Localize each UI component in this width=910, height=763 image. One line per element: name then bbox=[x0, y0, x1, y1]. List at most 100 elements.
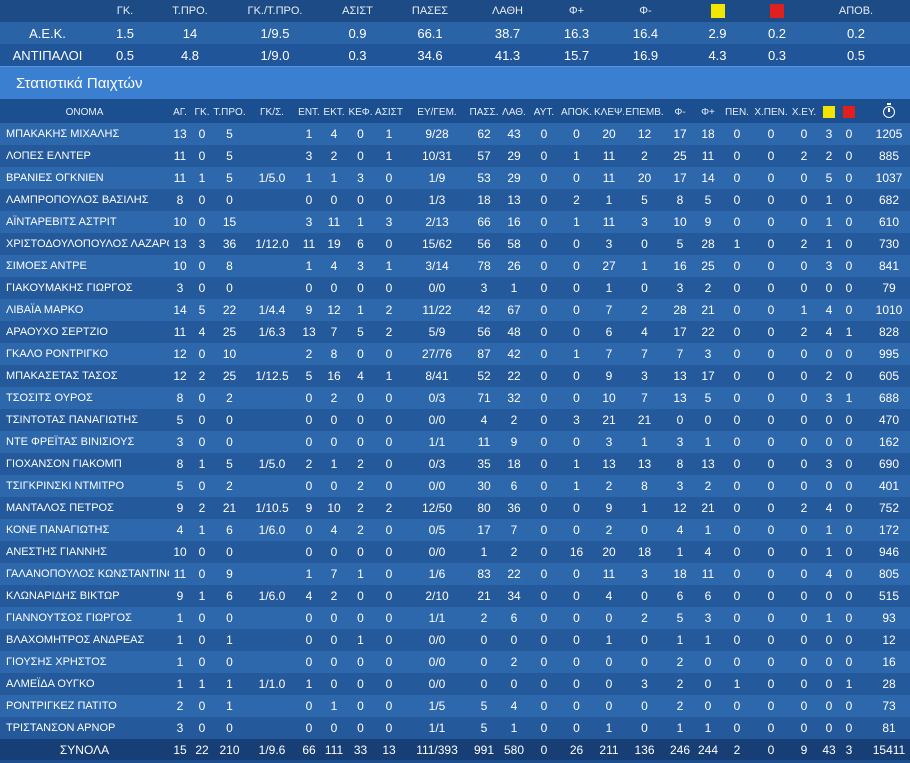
player-name[interactable]: ΑΛΜΕΪΔΑ ΟΥΓΚΟ bbox=[6, 678, 95, 690]
player-name[interactable]: ΛΟΠΕΣ ΕΛΝΤΕΡ bbox=[6, 150, 91, 162]
player-name[interactable]: ΣΙΜΟΕΣ ΑΝΤΡΕ bbox=[6, 260, 87, 272]
stat-cell: 17 bbox=[673, 171, 687, 185]
player-name[interactable]: ΤΣΙΓΚΡΙΝΣΚΙ ΝΤΜΙΤΡΟ bbox=[6, 480, 125, 492]
stat-cell: 0 bbox=[357, 611, 364, 625]
stat-cell: 0 bbox=[733, 413, 741, 427]
player-name[interactable]: ΓΚΑΛΟ ΡΟΝΤΡΙΓΚΟ bbox=[6, 348, 109, 360]
player-name[interactable]: ΜΠΑΚΑΚΗΣ ΜΙΧΑΛΗΣ bbox=[6, 128, 120, 140]
stat-cell: 0 bbox=[845, 721, 853, 735]
matches-header[interactable]: ΑΓ. bbox=[173, 106, 187, 118]
totals-cell: 13 bbox=[382, 742, 396, 757]
minutes-header[interactable] bbox=[859, 101, 910, 123]
table-row[interactable]: ΛΑΜΠΡΟΠΟΥΛΟΣ ΒΑΣΙΛΗΣ 8 0 0 0 0 0 0 1/3 18 13 0 2 1 5 8 5… bbox=[0, 189, 910, 211]
player-name[interactable]: ΓΑΛΑΝΟΠΟΥΛΟΣ ΚΩΝΣΤΑΝΤΙΝΟΣ bbox=[6, 568, 169, 580]
player-name[interactable]: ΡΟΝΤΡΙΓΚΕΖ ΠΑΤΙΤΟ bbox=[6, 700, 117, 712]
player-name[interactable]: ΓΙΑΚΟΥΜΑΚΗΣ ΓΙΩΡΓΟΣ bbox=[6, 282, 133, 294]
fouls-plus-header[interactable]: Φ+ bbox=[701, 106, 715, 118]
table-row[interactable]: ΛΟΠΕΣ ΕΛΝΤΕΡ 11 0 5 3 2 0 1 10/31 57 29 0 1 11 2 25 11 0 0… bbox=[0, 145, 910, 167]
table-row[interactable]: ΜΑΝΤΑΛΟΣ ΠΕΤΡΟΣ 9 2 21 1/10.5 9 10 2 2 12/50 80 36 0… bbox=[0, 497, 910, 519]
passes-header[interactable]: ΠΑΣΣ. bbox=[469, 106, 499, 118]
table-row[interactable]: ΑΛΜΕΪΔΑ ΟΥΓΚΟ 1 1 1 1/1.0 1 0 0 0 0/0 0 0 0 0 0 3 2 0 1 0 0 0… bbox=[0, 673, 910, 695]
goals-per-shot-header[interactable]: ΓΚ/Σ. bbox=[260, 106, 284, 118]
missed-penalties-header[interactable]: Χ.ΠΕΝ. bbox=[754, 106, 788, 118]
table-row[interactable]: ΛΙΒΑΪΑ ΜΑΡΚΟ 14 5 22 1/4.4 9 12 1 2 11/22 42 67 0 0 7 2… bbox=[0, 299, 910, 321]
goals-header[interactable]: ΓΚ. bbox=[194, 106, 210, 118]
table-row[interactable]: ΚΛΩΝΑΡΙΔΗΣ ΒΙΚΤΩΡ 9 1 6 1/6.0 4 2 0 0 2/10 21 34 0 0 4… bbox=[0, 585, 910, 607]
player-name[interactable]: ΓΙΑΝΝΟΥΤΣΟΣ ΓΙΩΡΓΟΣ bbox=[6, 612, 132, 624]
shots-header[interactable]: Τ.ΠΡΟ. bbox=[213, 106, 246, 118]
shots-outside-header[interactable]: ΕΚΤ. bbox=[323, 106, 345, 118]
table-row[interactable]: ΜΠΑΚΑΚΗΣ ΜΙΧΑΛΗΣ 13 0 5 1 4 0 1 9/28 62 43 0 0 20 12 17… bbox=[0, 123, 910, 145]
player-name[interactable]: ΚΟΝΕ ΠΑΝΑΓΙΩΤΗΣ bbox=[6, 524, 110, 536]
player-name[interactable]: ΧΡΙΣΤΟΔΟΥΛΟΠΟΥΛΟΣ ΛΑΖΑΡΟΣ bbox=[6, 238, 169, 250]
table-row[interactable]: ΓΑΛΑΝΟΠΟΥΛΟΣ ΚΩΝΣΤΑΝΤΙΝΟΣ 11 0 9 1 7 1 0 1/6 83 22… bbox=[0, 563, 910, 585]
headers-header[interactable]: ΚΕΦ. bbox=[348, 106, 373, 118]
player-name[interactable]: ΓΙΟΧΑΝΣΟΝ ΓΙΑΚΟΜΠ bbox=[6, 458, 122, 470]
player-name[interactable]: ΛΑΜΠΡΟΠΟΥΛΟΣ ΒΑΣΙΛΗΣ bbox=[6, 194, 149, 206]
table-row[interactable]: ΒΛΑΧΟΜΗΤΡΟΣ ΑΝΔΡΕΑΣ 1 0 1 0 0 1 0 0/0 0 0 0 0 1 0 1 1 0 0 0… bbox=[0, 629, 910, 651]
table-row[interactable]: ΤΣΟΣΙΤΣ ΟΥΡΟΣ 8 0 2 0 2 0 0 0/3 71 32 0 0 10 7 13 5 0 0 0 3 1… bbox=[0, 387, 910, 409]
stat-cell: 0 bbox=[573, 567, 580, 581]
player-name[interactable]: ΑΪΝΤΑΡΕΒΙΤΣ ΑΣΤΡΙΤ bbox=[6, 216, 117, 228]
table-row[interactable]: ΡΟΝΤΡΙΓΚΕΖ ΠΑΤΙΤΟ 2 0 1 0 1 0 0 1/5 5 4 0 0 0 0 2 0 0 0 0 0 0… bbox=[0, 695, 910, 717]
player-name[interactable]: ΤΣΟΣΙΤΣ ΟΥΡΟΣ bbox=[6, 392, 93, 404]
stat-cell: 0 bbox=[845, 215, 853, 229]
table-row[interactable]: ΒΡΑΝΙΕΣ ΟΓΚΝΙΕΝ 11 1 5 1/5.0 1 1 3 0 1/9 53 29 0 0 11 2… bbox=[0, 167, 910, 189]
table-row[interactable]: ΓΙΑΝΝΟΥΤΣΟΣ ΓΙΩΡΓΟΣ 1 0 0 0 0 0 0 1/1 2 6 0 0 0 2 5 3 0 0 0… bbox=[0, 607, 910, 629]
table-row[interactable]: ΤΣΙΓΚΡΙΝΣΚΙ ΝΤΜΙΤΡΟ 5 0 2 0 0 2 0 0/0 30 6 0 1 2 8 3 2 0 0… bbox=[0, 475, 910, 497]
table-row[interactable]: ΝΤΕ ΦΡΕΪΤΑΣ ΒΙΝΙΣΙΟΥΣ 3 0 0 0 0 0 0 1/1 11 9 0 0 3 1 3 1… bbox=[0, 431, 910, 453]
stat-cell: 0 bbox=[357, 391, 364, 405]
red-card-header[interactable] bbox=[839, 101, 859, 123]
stat-cell: 34 bbox=[507, 589, 521, 603]
stat-cell: 1/10.5 bbox=[255, 501, 289, 515]
errors-header[interactable]: ΛΑΘ. bbox=[502, 106, 526, 118]
table-row[interactable]: ΤΡΙΣΤΑΝΣΟΝ ΑΡΝΟΡ 3 0 0 0 0 0 0 1/1 5 1 0 0 1 0 1 1 0 0 0 0 0 8… bbox=[0, 717, 910, 739]
name-header[interactable]: ΟΝΟΜΑ bbox=[65, 106, 104, 118]
table-row[interactable]: ΧΡΙΣΤΟΔΟΥΛΟΠΟΥΛΟΣ ΛΑΖΑΡΟΣ 13 3 36 1/12.0 11 19… bbox=[0, 233, 910, 255]
player-name[interactable]: ΑΡΑΟΥΧΟ ΣΕΡΤΖΙΟ bbox=[6, 326, 108, 338]
player-name[interactable]: ΚΛΩΝΑΡΙΔΗΣ ΒΙΚΤΩΡ bbox=[6, 590, 120, 602]
shots-inside-header[interactable]: ΕΝΤ. bbox=[298, 106, 320, 118]
player-name[interactable]: ΜΑΝΤΑΛΟΣ ΠΕΤΡΟΣ bbox=[6, 502, 114, 514]
own-goals-header[interactable]: ΑΥΤ. bbox=[533, 106, 555, 118]
table-row[interactable]: ΚΟΝΕ ΠΑΝΑΓΙΩΤΗΣ 4 1 6 1/6.0 0 4 2 0 0/5 17 7 0 0 2 0 4 1 0… bbox=[0, 519, 910, 541]
blocks-header[interactable]: ΑΠΟΚ. bbox=[560, 106, 593, 118]
stat-cell: 3 bbox=[176, 281, 184, 295]
chances-header[interactable]: ΕΥ/ΓΕΜ. bbox=[417, 106, 457, 118]
table-row[interactable]: ΓΙΟΥΣΗΣ ΧΡΗΣΤΟΣ 1 0 0 0 0 0 0 0/0 0 2 0 0 0 0 2 0 0 0 0 0 0 16 bbox=[0, 651, 910, 673]
steals-header[interactable]: ΚΛΕΨ. bbox=[594, 106, 624, 118]
stat-cell: 0 bbox=[573, 435, 580, 449]
table-row[interactable]: ΓΙΟΧΑΝΣΟΝ ΓΙΑΚΟΜΠ 8 1 5 1/5.0 2 1 2 0 0/3 35 18 0 1 13… bbox=[0, 453, 910, 475]
table-row[interactable]: ΜΠΑΚΑΣΕΤΑΣ ΤΑΣΟΣ 12 2 25 1/12.5 5 16 4 1 8/41 52 22… bbox=[0, 365, 910, 387]
missed-chances-header[interactable]: Χ.ΕΥ. bbox=[791, 106, 817, 118]
player-name[interactable]: ΜΠΑΚΑΣΕΤΑΣ ΤΑΣΟΣ bbox=[6, 370, 118, 382]
stat-cell: 11 bbox=[477, 435, 491, 449]
table-row[interactable]: ΑΡΑΟΥΧΟ ΣΕΡΤΖΙΟ 11 4 25 1/6.3 13 7 5 2 5/9 56 48 0 0 6… bbox=[0, 321, 910, 343]
assists-header[interactable]: ΑΣΙΣΤ bbox=[375, 106, 403, 118]
table-row[interactable]: ΣΙΜΟΕΣ ΑΝΤΡΕ 10 0 8 1 4 3 1 3/14 78 26 0 0 27 1 16 25 0 0 0… bbox=[0, 255, 910, 277]
player-name[interactable]: ΓΙΟΥΣΗΣ ΧΡΗΣΤΟΣ bbox=[6, 656, 107, 668]
player-name[interactable]: ΒΛΑΧΟΜΗΤΡΟΣ ΑΝΔΡΕΑΣ bbox=[6, 634, 145, 646]
player-name[interactable]: ΤΡΙΣΤΑΝΣΟΝ ΑΡΝΟΡ bbox=[6, 722, 116, 734]
penalties-header[interactable]: ΠΕΝ. bbox=[725, 106, 749, 118]
yellow-card-header[interactable] bbox=[819, 101, 839, 123]
player-name[interactable]: ΛΙΒΑΪΑ ΜΑΡΚΟ bbox=[6, 304, 84, 316]
fouls-minus-header[interactable]: Φ- bbox=[674, 106, 686, 118]
player-name[interactable]: ΤΣΙΝΤΟΤΑΣ ΠΑΝΑΓΙΩΤΗΣ bbox=[6, 414, 139, 426]
team-summary-table: ΓΚ. Τ.ΠΡΟ. ΓΚ./Τ.ΠΡΟ. ΑΣΙΣΤ ΠΑΣΕΣ ΛΑΘΗ Φ… bbox=[0, 0, 910, 66]
stat-cell: 3 bbox=[676, 435, 684, 449]
table-row[interactable]: ΑΝΕΣΤΗΣ ΓΙΑΝΝΗΣ 10 0 0 0 0 0 0 0/0 1 2 0 16 20 18 1 4 0 0 0… bbox=[0, 541, 910, 563]
table-row[interactable]: ΑΪΝΤΑΡΕΒΙΤΣ ΑΣΤΡΙΤ 10 0 15 3 11 1 3 2/13 66 16 0 1 11… bbox=[0, 211, 910, 233]
stat-cell: 9 bbox=[704, 215, 712, 229]
player-name[interactable]: ΒΡΑΝΙΕΣ ΟΓΚΝΙΕΝ bbox=[6, 172, 104, 184]
table-row[interactable]: ΓΚΑΛΟ ΡΟΝΤΡΙΓΚΟ 12 0 10 2 8 0 0 27/76 87 42 0 1 7 7 7 3 0… bbox=[0, 343, 910, 365]
stat-cell: 12/50 bbox=[421, 501, 453, 515]
team-stat-cell: 14 bbox=[182, 25, 198, 41]
table-row[interactable]: ΤΣΙΝΤΟΤΑΣ ΠΑΝΑΓΙΩΤΗΣ 5 0 0 0 0 0 0 0/0 4 2 0 3 21 21 0 0… bbox=[0, 409, 910, 431]
table-row[interactable]: ΓΙΑΚΟΥΜΑΚΗΣ ΓΙΩΡΓΟΣ 3 0 0 0 0 0 0 0/0 3 1 0 0 1 0 3 2 0 0 0… bbox=[0, 277, 910, 299]
player-name[interactable]: ΝΤΕ ΦΡΕΪΤΑΣ ΒΙΝΙΣΙΟΥΣ bbox=[6, 436, 135, 448]
player-name[interactable]: ΑΝΕΣΤΗΣ ΓΙΑΝΝΗΣ bbox=[6, 546, 108, 558]
stat-cell: 1 bbox=[357, 215, 364, 229]
interventions-header[interactable]: ΕΠΕΜΒ. bbox=[625, 106, 664, 118]
stat-cell: 0 bbox=[540, 127, 548, 141]
